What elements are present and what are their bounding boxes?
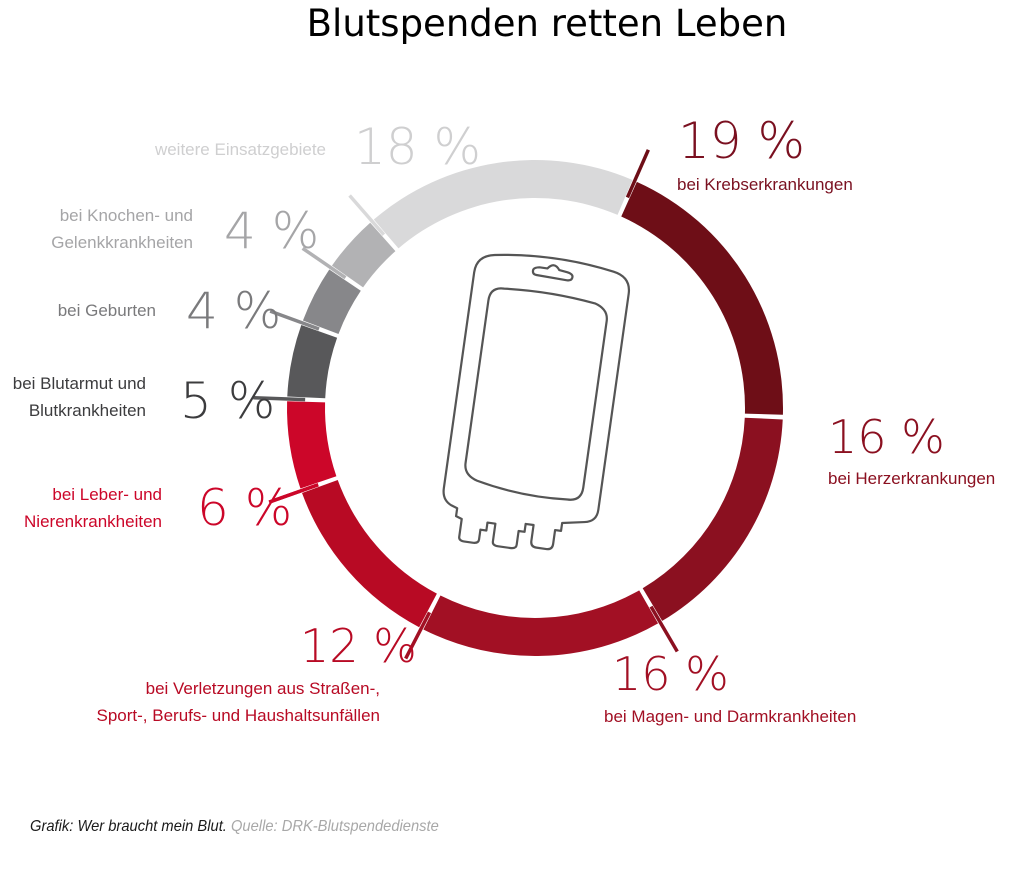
category-label-leber: Nierenkrankheiten (24, 512, 162, 531)
slice-knochen (331, 222, 396, 288)
value-label-krebs: 19 % (678, 112, 805, 170)
footer-grafik: Grafik: Wer braucht mein Blut. (30, 818, 227, 835)
category-label-knochen: bei Knochen- und (60, 206, 193, 225)
category-label-knochen: Gelenkkrankheiten (51, 233, 193, 252)
category-label-geburten: bei Geburten (58, 301, 156, 320)
category-label-verletzungen: Sport-, Berufs- und Haushaltsunfällen (97, 706, 381, 725)
leader-line-geburten (269, 309, 320, 331)
leader-line-leber (268, 483, 319, 504)
value-label-leber: 6 % (197, 479, 292, 537)
leader-line-krebs (625, 149, 650, 199)
value-label-magen: 16 % (612, 647, 729, 701)
leader-line-herz (649, 605, 679, 653)
slice-labels: 19 % bei Krebserkrankungen 16 % bei Herzerk… (13, 112, 996, 726)
donut-ring (287, 160, 784, 656)
value-label-geburten: 4 % (186, 282, 281, 340)
slice-herz (642, 417, 783, 621)
leader-line-magen (404, 611, 432, 660)
value-label-blutarmut: 5 % (180, 372, 275, 430)
leader-line-knochen (301, 246, 347, 280)
category-label-blutarmut: bei Blutarmut und (13, 374, 146, 393)
footer: Grafik: Wer braucht mein Blut. Quelle: D… (30, 818, 439, 836)
value-label-herz: 16 % (828, 410, 945, 464)
category-label-weitere: weitere Einsatzgebiete (154, 140, 326, 159)
category-label-leber: bei Leber- und (52, 485, 162, 504)
slice-blutarmut (287, 325, 338, 399)
slice-leber (287, 401, 337, 489)
value-label-verletzungen: 12 % (300, 619, 417, 673)
slice-magen (423, 590, 659, 656)
category-label-krebs: bei Krebserkrankungen (677, 175, 853, 194)
leader-line-blutarmut (253, 395, 306, 402)
footer-quelle: Quelle: DRK-Blutspendedienste (230, 818, 439, 835)
category-label-blutarmut: Blutkrankheiten (29, 401, 146, 420)
category-label-verletzungen: bei Verletzungen aus Straßen-, (146, 679, 380, 698)
slice-verletzungen (302, 479, 437, 628)
slice-krebs (621, 181, 784, 415)
slice-weitere (373, 160, 633, 249)
leader-lines (253, 149, 679, 660)
value-label-weitere: 18 % (354, 118, 481, 176)
category-label-magen: bei Magen- und Darmkrankheiten (604, 707, 856, 726)
blood-bag-icon (442, 253, 631, 551)
chart-title: Blutspenden retten Leben (306, 2, 788, 45)
slice-geburten (302, 269, 361, 334)
category-label-herz: bei Herzerkrankungen (828, 469, 995, 488)
value-label-knochen: 4 % (224, 202, 319, 260)
leader-line-weitere (348, 194, 386, 236)
